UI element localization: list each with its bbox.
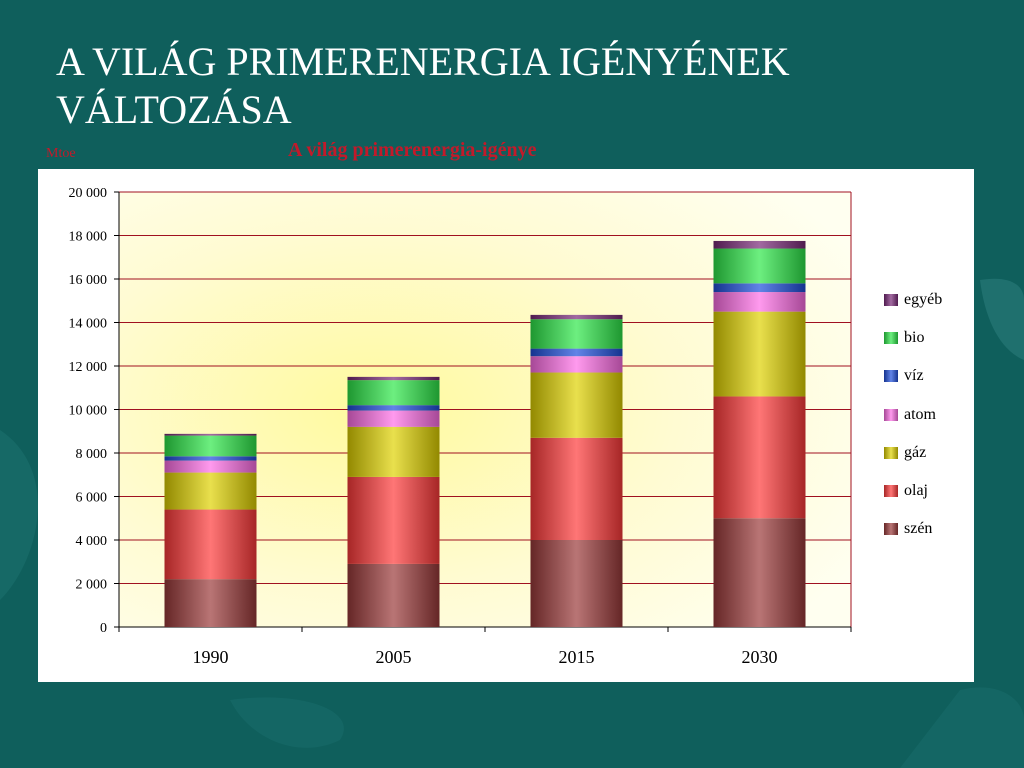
stacked-bar-chart: 0 2 000 4 000 6 000 8 000 10 000 12 000 14 000 1…: [69, 186, 852, 667]
bar-segment-egyéb-2030: [713, 240, 806, 249]
legend-label: gáz: [904, 443, 927, 461]
y-tick-label: 20 000: [69, 186, 108, 201]
bar-segment-gáz-2030: [713, 311, 806, 397]
legend-item: olaj: [884, 472, 974, 510]
bar-segment-olaj-2015: [530, 437, 623, 540]
bar-segment-víz-2005: [347, 405, 440, 411]
bar-segment-atom-2015: [530, 356, 623, 373]
bar-segment-gáz-1990: [164, 472, 257, 510]
legend-swatch: [884, 446, 898, 459]
slide-title-line-1: A VILÁG PRIMERENERGIA IGÉNYÉNEK: [56, 39, 790, 84]
bar-segment-bio-2015: [530, 319, 623, 349]
chart-legend: egyéb bio víz atom gáz olaj szén: [884, 281, 974, 548]
legend-swatch: [884, 370, 898, 383]
bar-segment-gáz-2015: [530, 372, 623, 438]
legend-item: bio: [884, 319, 974, 357]
legend-label: olaj: [904, 482, 928, 500]
slide-title-line-2: VÁLTOZÁSA: [56, 87, 292, 132]
legend-swatch: [884, 332, 898, 345]
x-tick-label: 2015: [559, 647, 595, 667]
bar-segment-olaj-1990: [164, 509, 257, 580]
y-tick-label: 10 000: [69, 404, 108, 419]
y-tick-label: 6 000: [76, 491, 108, 506]
bar-segment-bio-2030: [713, 248, 806, 284]
y-tick-label: 14 000: [69, 317, 108, 332]
legend-label: egyéb: [904, 291, 943, 309]
bar-segment-egyéb-2015: [530, 314, 623, 320]
y-tick-label: 18 000: [69, 230, 108, 245]
y-tick-label: 12 000: [69, 360, 108, 375]
legend-item: gáz: [884, 434, 974, 472]
bar-segment-víz-2015: [530, 348, 623, 357]
x-tick-label: 2005: [376, 647, 412, 667]
y-tick-label: 16 000: [69, 273, 108, 288]
bar-segment-víz-2030: [713, 283, 806, 293]
bar-segment-atom-2005: [347, 410, 440, 427]
y-tick-label: 0: [100, 621, 107, 636]
y-axis-unit-label: Mtoe: [46, 146, 76, 161]
y-tick-label: 8 000: [76, 447, 108, 462]
bar-segment-szén-2015: [530, 540, 623, 627]
legend-item: egyéb: [884, 281, 974, 319]
legend-item: atom: [884, 396, 974, 434]
bar-segment-szén-2005: [347, 563, 440, 627]
legend-swatch: [884, 485, 898, 498]
x-tick-label: 2030: [742, 647, 778, 667]
y-tick-label: 4 000: [76, 534, 108, 549]
bar-segment-atom-1990: [164, 460, 257, 473]
bar-segment-szén-2030: [713, 518, 806, 627]
bar-segment-bio-1990: [164, 435, 257, 457]
legend-label: víz: [904, 367, 924, 385]
bar-segment-egyéb-2005: [347, 376, 440, 381]
bar-segment-víz-1990: [164, 456, 257, 461]
bar-segment-olaj-2005: [347, 476, 440, 564]
bar-segment-gáz-2005: [347, 426, 440, 477]
bar-segment-bio-2005: [347, 380, 440, 406]
slide-title: A VILÁG PRIMERENERGIA IGÉNYÉNEK VÁLTOZÁS…: [56, 38, 996, 134]
legend-swatch: [884, 408, 898, 421]
y-tick-label: 2 000: [76, 578, 108, 593]
legend-label: bio: [904, 329, 925, 347]
chart-panel: 0 2 000 4 000 6 000 8 000 10 000 12 000 14 000 1…: [38, 169, 974, 682]
legend-item: szén: [884, 510, 974, 548]
chart-title: A világ primerenergia-igénye: [288, 139, 537, 161]
bar-segment-atom-2030: [713, 292, 806, 312]
legend-item: víz: [884, 357, 974, 395]
legend-label: szén: [904, 520, 933, 538]
bar-segment-egyéb-1990: [164, 433, 257, 436]
bar-segment-szén-1990: [164, 579, 257, 627]
legend-label: atom: [904, 405, 936, 423]
legend-swatch: [884, 523, 898, 536]
x-tick-label: 1990: [193, 647, 229, 667]
legend-swatch: [884, 294, 898, 307]
bar-segment-olaj-2030: [713, 396, 806, 519]
